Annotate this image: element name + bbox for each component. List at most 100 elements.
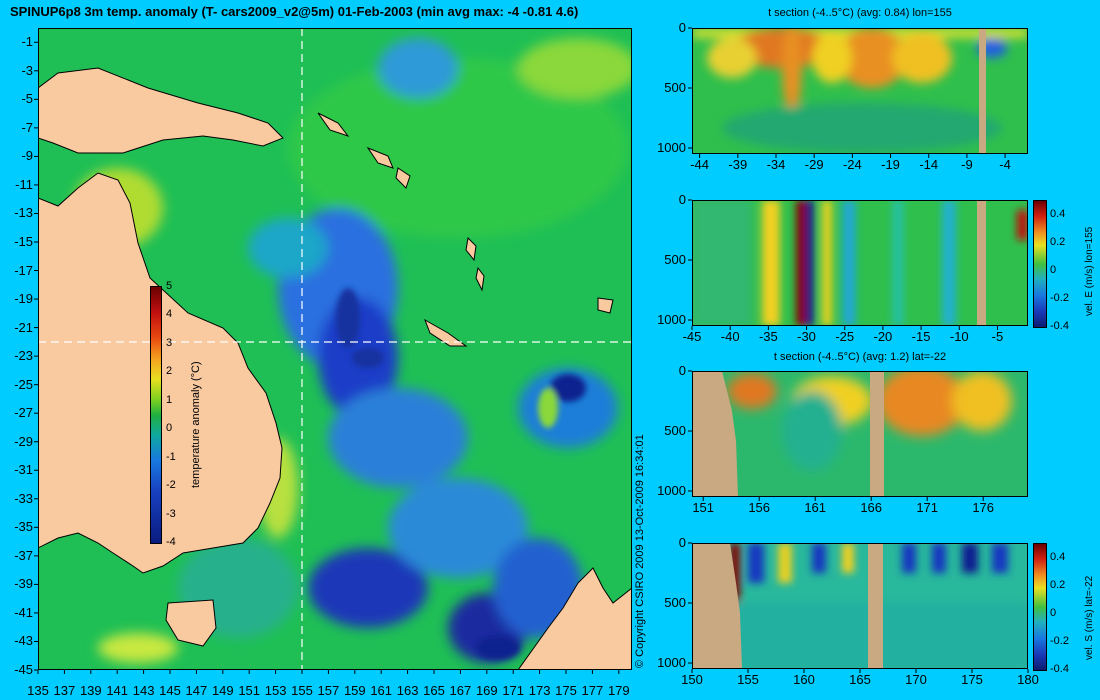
map-y-tick-label: -3 xyxy=(21,62,33,78)
panel-y-tick-label: 0 xyxy=(678,192,686,207)
panel-x-tick-label: 171 xyxy=(916,500,939,515)
temperature-anomaly-map xyxy=(38,28,632,670)
map-x-tick-label: 169 xyxy=(475,683,498,698)
panel-y-tick-label: 1000 xyxy=(657,312,686,327)
vel-s-colorbar-label: vel. S (m/s) lat=-22 xyxy=(1084,575,1095,660)
map-x-tick-label: 163 xyxy=(396,683,419,698)
panel-colorbar-tick-label: -0.4 xyxy=(1050,663,1069,675)
copyright-notice: © Copyright CSIRO 2009 13-Oct-2009 16:34… xyxy=(634,434,646,668)
new-guinea xyxy=(38,67,284,154)
vanuatu-1 xyxy=(465,236,477,262)
map-y-tick-label: -21 xyxy=(14,319,33,335)
map-x-tick-label: 155 xyxy=(291,683,313,698)
map-x-tick-label: 151 xyxy=(238,683,261,698)
map-colorbar-tick-label: 5 xyxy=(166,280,173,292)
map-colorbar-tick-label: -3 xyxy=(166,507,176,520)
panel-colorbar-tick-label: -0.2 xyxy=(1050,292,1069,304)
map-x-tick-label: 179 xyxy=(607,683,630,698)
panel-x-tick-label: 155 xyxy=(737,672,759,687)
map-y-tick-label: -33 xyxy=(14,490,33,506)
solomon-islands-1 xyxy=(366,146,394,169)
fiji xyxy=(597,297,614,314)
panel-y-tick-label: 1000 xyxy=(657,483,686,498)
map-x-tick-label: 171 xyxy=(502,683,525,698)
panel-x-tick-label: 170 xyxy=(905,672,927,687)
map-x-tick-label: 177 xyxy=(581,683,604,698)
map-colorbar-label: temperature anomaly (°C) xyxy=(190,361,202,488)
map-y-tick-label: -9 xyxy=(21,148,33,164)
map-x-tick-label: 175 xyxy=(555,683,577,698)
map-y-tick-label: -27 xyxy=(14,405,33,421)
panel-y-tick-label: 0 xyxy=(678,20,686,35)
map-x-tick-label: 173 xyxy=(528,683,551,698)
map-colorbar-tick-label: 2 xyxy=(166,365,173,378)
panel-x-tick-label: 165 xyxy=(849,672,871,687)
panel-x-tick-label: 151 xyxy=(692,500,715,515)
panel-x-tick-label: 175 xyxy=(961,672,983,687)
new-caledonia xyxy=(424,318,468,347)
map-colorbar-tick-label: -2 xyxy=(166,479,176,492)
panel-y-tick-label: 1000 xyxy=(657,140,686,155)
new-britain xyxy=(317,112,350,137)
eddies xyxy=(336,288,586,660)
panel-x-tick-label: -45 xyxy=(682,329,702,344)
map-y-tick-label: -17 xyxy=(14,262,33,278)
map-y-tick-label: -31 xyxy=(14,462,33,478)
map-colorbar-tick-label: 4 xyxy=(166,308,173,321)
panel-x-tick-label: 176 xyxy=(972,500,995,515)
map-x-tick-label: 157 xyxy=(317,683,340,698)
panel-x-tick-label: -9 xyxy=(961,157,973,172)
panel-x-tick-label: -29 xyxy=(804,157,824,172)
map-colorbar xyxy=(150,286,162,544)
map-y-tick-label: -11 xyxy=(15,176,33,192)
panel-colorbar-tick-label: 0.2 xyxy=(1050,236,1066,248)
map-y-tick-label: -25 xyxy=(14,376,33,392)
map-y-tick-label: -41 xyxy=(14,604,33,620)
map-colorbar-tick-label: -4 xyxy=(166,536,176,548)
panel-x-tick-label: 180 xyxy=(1017,672,1039,687)
panel-x-tick-label: -24 xyxy=(842,157,862,172)
panel-x-tick-label: -5 xyxy=(991,329,1004,344)
t-section-lat-panel xyxy=(692,371,1028,497)
panel-x-tick-label: -19 xyxy=(881,157,900,172)
panel-x-tick-label: 150 xyxy=(681,672,703,687)
map-colorbar-tick-label: 3 xyxy=(166,336,173,349)
map-x-tick-label: 161 xyxy=(370,683,393,698)
vel-e-section-panel xyxy=(692,200,1028,326)
panel-x-tick-label: 156 xyxy=(748,500,771,515)
map-colorbar-tick-label: -1 xyxy=(166,450,176,463)
map-x-tick-label: 167 xyxy=(449,683,472,698)
vel-e-colorbar-label: vel. E (m/s) lon=155 xyxy=(1084,226,1095,316)
vel-s-section-panel xyxy=(692,543,1028,669)
panel-x-tick-label: -34 xyxy=(766,157,786,172)
map-y-tick-label: -19 xyxy=(14,291,33,307)
panel-y-tick-label: 500 xyxy=(664,423,686,438)
panel-x-tick-label: -25 xyxy=(835,329,855,344)
panel-x-tick-label: -14 xyxy=(919,157,939,172)
map-x-tick-label: 143 xyxy=(132,683,155,698)
panel-x-tick-label: -39 xyxy=(728,157,748,172)
panel-colorbar-tick-label: 0.2 xyxy=(1050,579,1066,591)
map-x-tick-label: 135 xyxy=(27,683,49,698)
map-y-tick-label: -1 xyxy=(21,34,33,50)
t-section-lon-panel xyxy=(692,28,1028,154)
panel-x-tick-label: 160 xyxy=(793,672,815,687)
vanuatu-2 xyxy=(475,266,485,292)
panel-y-tick-label: 500 xyxy=(664,80,686,95)
panel-colorbar-tick-label: -0.2 xyxy=(1050,635,1069,647)
map-y-tick-label: -45 xyxy=(14,662,33,677)
map-colorbar-tick-label: 1 xyxy=(166,393,173,406)
anomaly-field xyxy=(73,38,632,663)
map-x-tick-label: 139 xyxy=(79,683,102,698)
map-y-tick-label: -43 xyxy=(14,633,33,649)
panel-colorbar-tick-label: 0 xyxy=(1050,264,1057,276)
map-x-tick-label: 153 xyxy=(264,683,287,698)
panel-colorbar-tick-label: 0 xyxy=(1050,607,1057,619)
map-x-tick-label: 149 xyxy=(211,683,234,698)
map-y-tick-label: -23 xyxy=(14,348,33,364)
panel-y-tick-label: 0 xyxy=(678,535,686,550)
map-x-tick-label: 165 xyxy=(423,683,445,698)
panel3-title: t section (-4..5°C) (avg: 1.2) lat=-22 xyxy=(773,351,947,363)
map-y-tick-label: -15 xyxy=(14,234,33,249)
panel-x-tick-label: -4 xyxy=(999,157,1011,172)
